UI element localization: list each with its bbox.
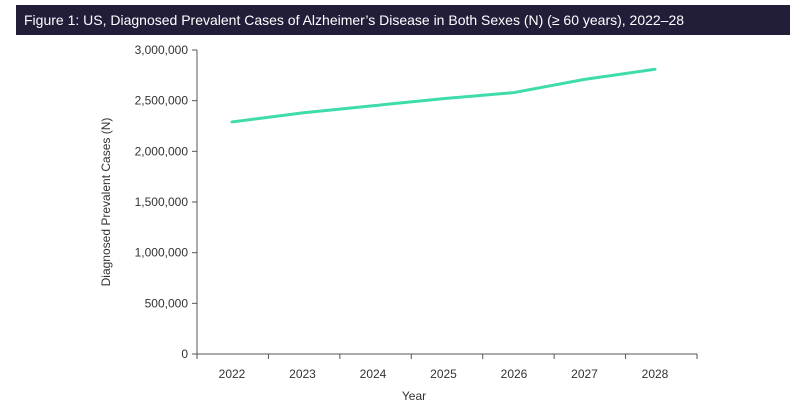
y-tick-label: 3,000,000: [135, 43, 189, 57]
x-axis: 2022 2023 2024 2025 2026 2027 2028: [196, 353, 698, 381]
x-tick-label: 2024: [360, 367, 387, 381]
x-tick-label: 2025: [430, 367, 457, 381]
series-line: [230, 67, 657, 124]
x-tick-label: 2028: [642, 367, 669, 381]
y-tick-label: 0: [181, 347, 188, 361]
y-tick-label: 1,000,000: [135, 246, 189, 260]
series-layer: [230, 67, 657, 124]
x-tick-label: 2027: [571, 367, 598, 381]
chart-title-bar: Figure 1: US, Diagnosed Prevalent Cases …: [16, 5, 790, 35]
y-tick-label: 1,500,000: [135, 195, 189, 209]
y-tick-label: 2,000,000: [135, 144, 189, 158]
y-tick-label: 2,500,000: [135, 94, 189, 108]
y-tick-label: 500,000: [145, 296, 189, 310]
x-tick-label: 2022: [219, 367, 246, 381]
y-axis-label: Diagnosed Prevalent Cases (N): [99, 118, 113, 287]
x-axis-label: Year: [402, 389, 426, 403]
x-tick-label: 2026: [501, 367, 528, 381]
y-axis: 0 500,000 1,000,000 1,500,000 2,000,000 2,500…: [135, 43, 198, 361]
chart-title: Figure 1: US, Diagnosed Prevalent Cases …: [24, 12, 685, 28]
x-tick-label: 2023: [289, 367, 316, 381]
